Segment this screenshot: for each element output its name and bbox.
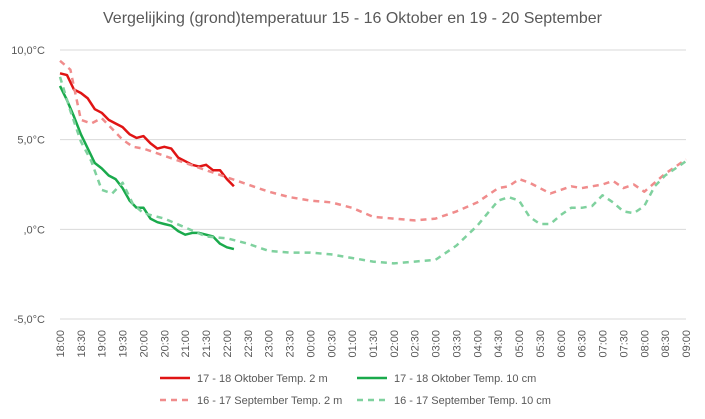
y-tick-label: ,0°C (23, 224, 45, 236)
chart-title: Vergelijking (grond)temperatuur 15 - 16 … (103, 10, 602, 27)
x-tick-label: 03:30 (451, 330, 463, 358)
legend-label-4: 16 - 17 September Temp. 10 cm (394, 395, 551, 407)
x-tick-label: 00:00 (305, 330, 317, 358)
y-tick-label: 10,0°C (11, 45, 45, 57)
series-layer (58, 59, 687, 265)
x-tick-label: 22:00 (222, 330, 234, 358)
x-tick-label: 00:30 (326, 330, 338, 358)
x-tick-label: 04:30 (493, 330, 505, 358)
x-tick-label: 23:30 (285, 330, 297, 358)
legend-label-2: 17 - 18 Oktober Temp. 10 cm (394, 373, 536, 385)
x-tick-label: 01:00 (347, 330, 359, 358)
x-tick-label: 05:00 (514, 330, 526, 358)
x-tick-label: 02:00 (389, 330, 401, 358)
x-tick-label: 07:30 (618, 330, 630, 358)
y-tick-label: -5,0°C (14, 314, 45, 326)
x-tick-label: 08:30 (660, 330, 672, 358)
x-tick-label: 07:00 (598, 330, 610, 358)
x-tick-label: 18:00 (55, 330, 67, 358)
x-tick-label: 20:30 (159, 330, 171, 358)
x-tick-label: 01:30 (368, 330, 380, 358)
x-tick-label: 03:00 (431, 330, 443, 358)
x-tick-label: 06:00 (556, 330, 568, 358)
x-tick-label: 09:00 (681, 330, 693, 358)
x-tick-label: 21:30 (201, 330, 213, 358)
x-tick-label: 18:30 (76, 330, 88, 358)
legend-label-1: 17 - 18 Oktober Temp. 2 m (197, 373, 328, 385)
legend-layer: 17 - 18 Oktober Temp. 2 m 17 - 18 Oktober… (160, 373, 551, 407)
series-line-3 (59, 59, 687, 222)
series-line-4 (58, 76, 687, 265)
legend-label-3: 16 - 17 September Temp. 2 m (197, 395, 342, 407)
x-tick-label: 05:30 (535, 330, 547, 358)
x-tick-label: 04:00 (472, 330, 484, 358)
x-tick-label: 02:30 (410, 330, 422, 358)
x-tick-label: 19:00 (97, 330, 109, 358)
x-tick-label: 21:00 (180, 330, 192, 358)
y-tick-label: 5,0°C (17, 135, 45, 147)
x-tick-label: 23:00 (264, 330, 276, 358)
x-tick-label: 22:30 (243, 330, 255, 358)
x-tick-label: 06:30 (577, 330, 589, 358)
grid-layer (60, 49, 686, 320)
axis-layer: 10,0°C 5,0°C ,0°C -5,0°C 18:00 18:30 19:00 19:3… (11, 45, 693, 358)
x-tick-label: 08:00 (639, 330, 651, 358)
series-line-1 (59, 72, 235, 188)
x-tick-label: 20:00 (138, 330, 150, 358)
x-tick-label: 19:30 (118, 330, 130, 358)
